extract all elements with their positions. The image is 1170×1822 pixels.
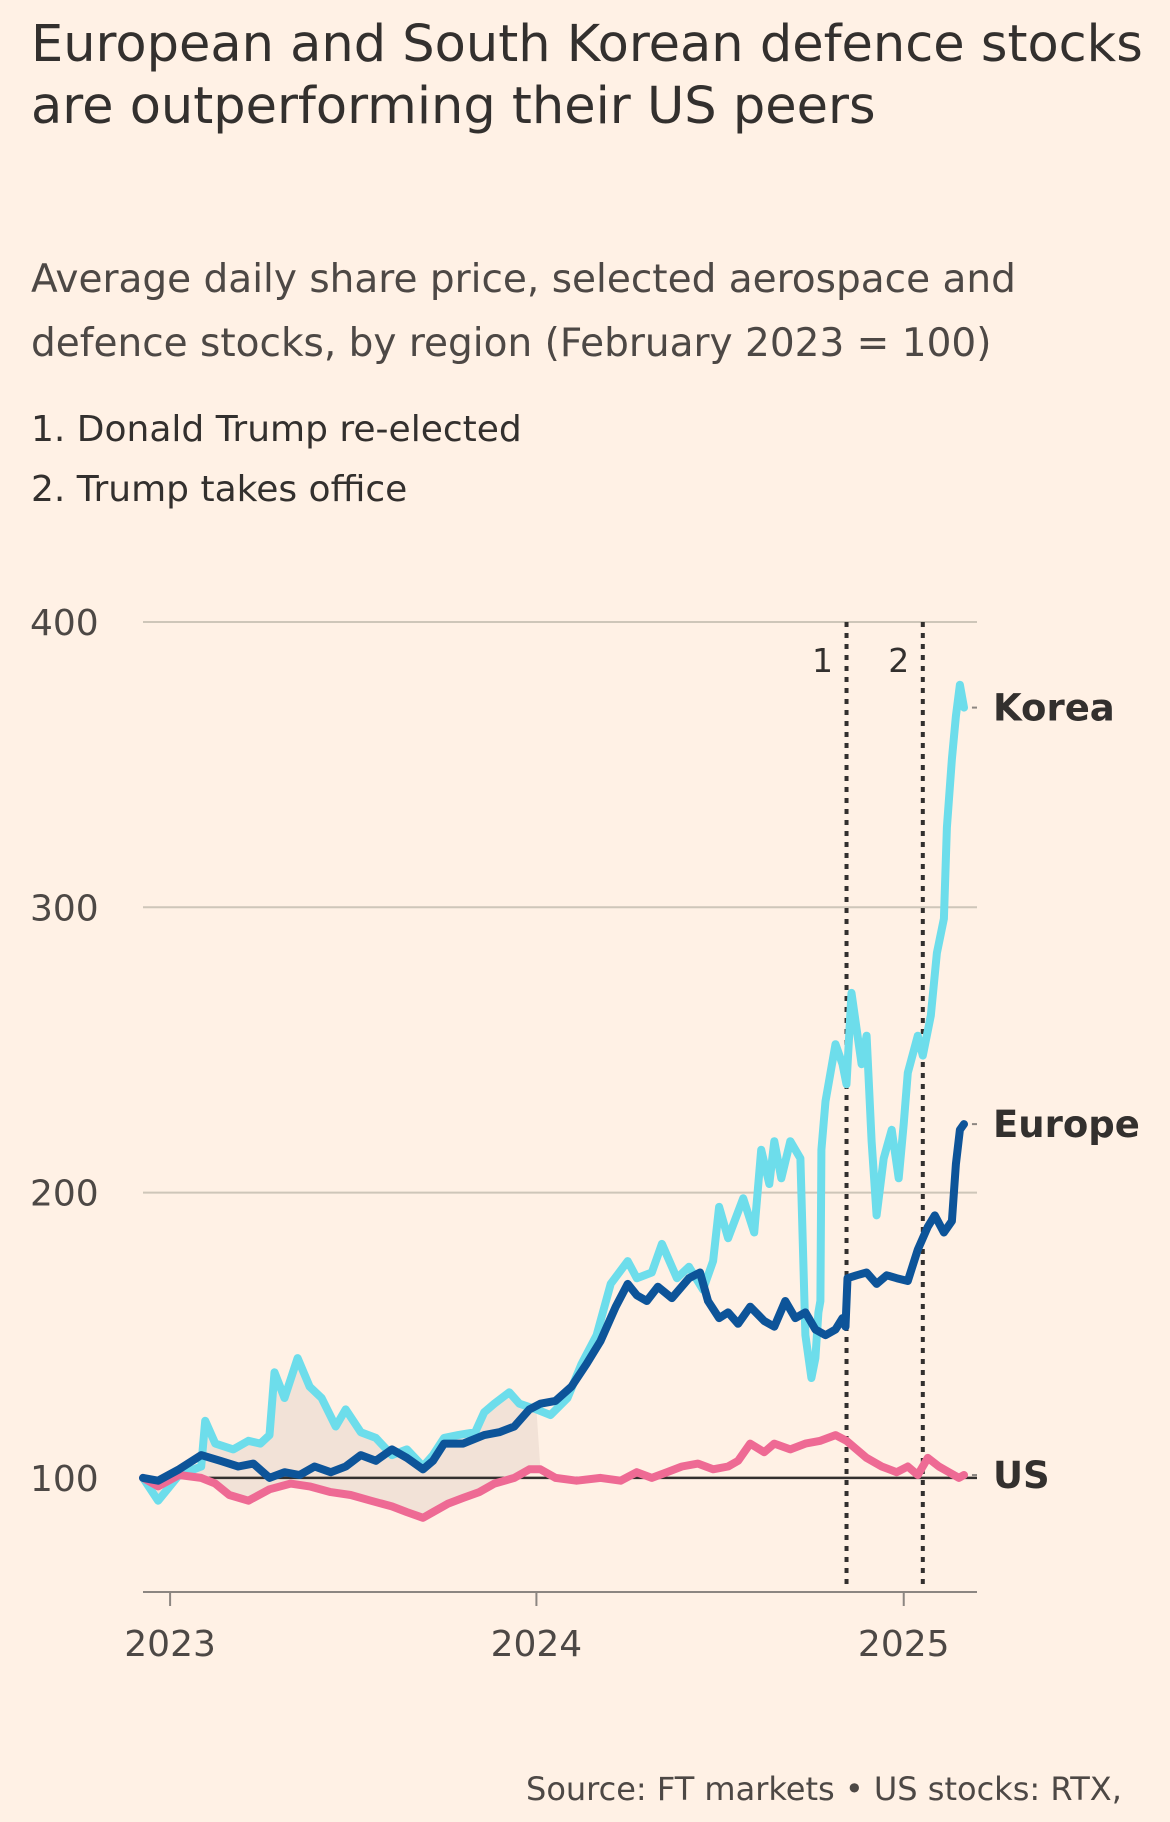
annotation-notes: 1. Donald Trump re-elected 2. Trump take…: [31, 400, 522, 520]
x-tick-label-2025: 2025: [858, 1624, 950, 1665]
line-chart: 100 200 300 400 2023 2024 2025 1 2 Korea Europe US: [30, 603, 1140, 1665]
event-label-2: 2: [888, 641, 909, 680]
y-tick-label-300: 300: [30, 888, 99, 929]
y-tick-label-200: 200: [30, 1174, 99, 1215]
series-line-korea: [139, 680, 968, 1505]
x-tick-label-2023: 2023: [124, 1624, 216, 1665]
source-note: Source: FT markets • US stocks: RTX,: [526, 1770, 1122, 1808]
y-tick-label-100: 100: [30, 1459, 99, 1500]
event-label-1: 1: [812, 641, 833, 680]
series-label-europe: Europe: [993, 1103, 1140, 1146]
series-line-us: [139, 1431, 968, 1522]
x-tick-label-2024: 2024: [491, 1624, 583, 1665]
annotation-note-2: 2. Trump takes office: [31, 469, 408, 510]
chart-subtitle: Average daily share price, selected aero…: [31, 257, 1016, 366]
series-label-us: US: [993, 1454, 1050, 1497]
annotation-note-1: 1. Donald Trump re-elected: [31, 409, 522, 450]
chart-title: European and South Korean defence stocks…: [31, 15, 1143, 136]
series-label-korea: Korea: [993, 687, 1115, 730]
y-tick-label-400: 400: [30, 603, 99, 644]
series-line-europe: [139, 1120, 968, 1485]
